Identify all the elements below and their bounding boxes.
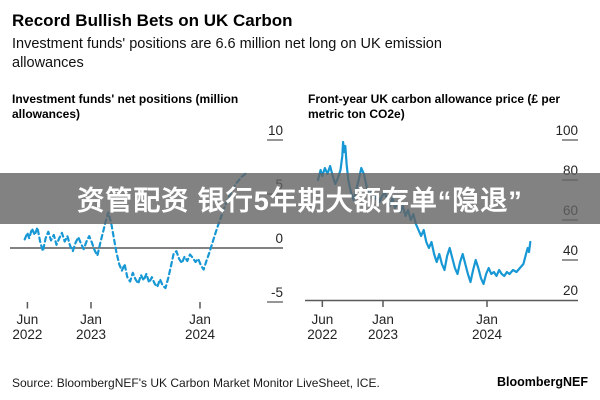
x-tick-label-year: 2023	[76, 327, 106, 342]
x-tick-label-month: Jan	[80, 312, 102, 327]
y-tick-label: -5	[271, 285, 283, 300]
y-tick-label: 40	[563, 243, 578, 258]
page-subtitle: Investment funds' positions are 6.6 mill…	[12, 36, 442, 71]
overlay-banner-text: 资管配资 银行5年期大额存单“隐退”	[77, 186, 523, 216]
overlay-banner: 资管配资 银行5年期大额存单“隐退”	[0, 173, 600, 224]
y-tick-label: 0	[275, 231, 283, 246]
right-chart-title: Front-year UK carbon allowance price (£ …	[308, 92, 561, 121]
x-tick-label-month: Jan	[189, 312, 211, 327]
x-tick-label-month: Jun	[17, 312, 39, 327]
x-tick-label-year: 2022	[307, 327, 337, 342]
x-tick-label-year: 2024	[185, 327, 216, 342]
y-tick-label: 20	[563, 283, 578, 298]
brand-logo: BloombergNEF	[497, 375, 588, 389]
page-title: Record Bullish Bets on UK Carbon	[12, 11, 293, 30]
x-tick-label-year: 2022	[12, 327, 42, 342]
carbon-price-chart: 10080604020Jun2022Jan2023Jan2024	[305, 123, 578, 342]
x-tick-label-month: Jun	[311, 312, 333, 327]
x-tick-label-month: Jan	[372, 312, 394, 327]
price-line	[316, 140, 532, 286]
left-chart-title: Investment funds' net positions (million…	[12, 92, 239, 121]
y-tick-label: 10	[268, 123, 283, 138]
x-tick-label-month: Jan	[476, 312, 498, 327]
x-tick-label-year: 2024	[472, 327, 503, 342]
net-positions-line	[23, 171, 249, 290]
y-tick-label: 100	[555, 123, 578, 138]
source-note: Source: BloombergNEF's UK Carbon Market …	[12, 376, 380, 390]
x-tick-label-year: 2023	[368, 327, 398, 342]
